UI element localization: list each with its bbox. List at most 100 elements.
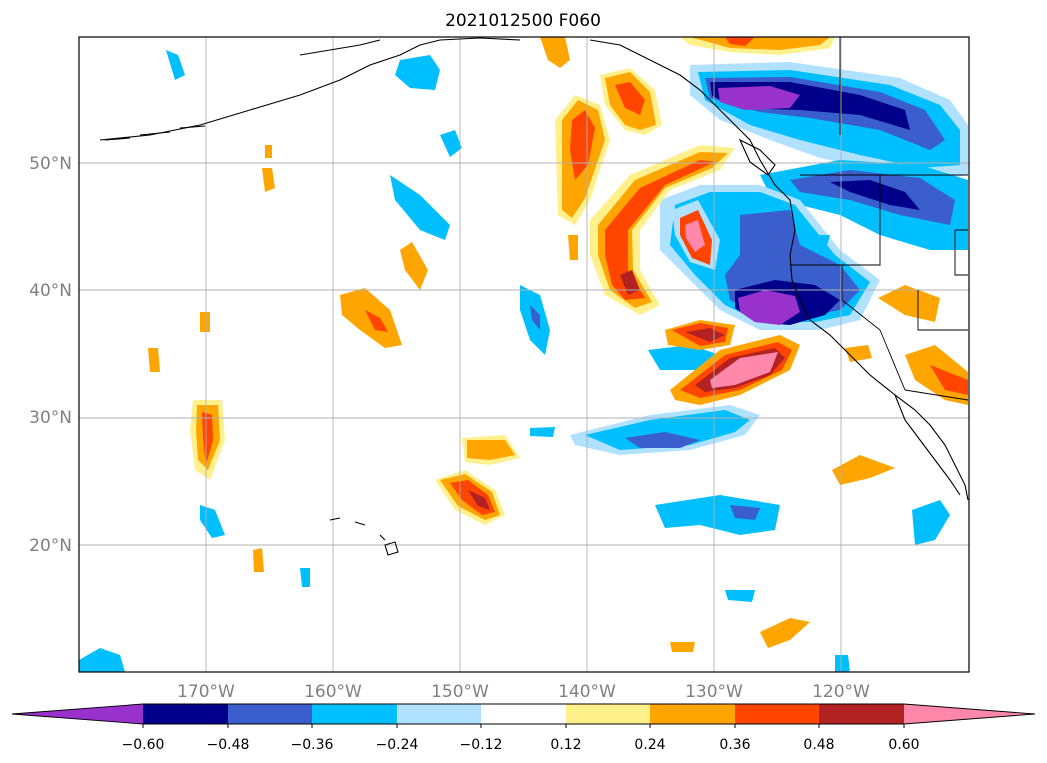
pos-anomaly-subtrop [253,548,264,572]
neg-anomaly-pnw [830,180,920,210]
pos-anomaly-subtrop [265,145,272,158]
pos-anomaly-subtrop [568,235,578,260]
lat-label: 50°N [29,154,72,174]
pos-anomaly-subtrop [468,490,490,510]
pos-anomaly-core [710,352,778,388]
pos-anomaly-subtrop [760,618,810,648]
pos-anomaly-subtrop [878,285,940,322]
lon-label: 170°W [177,682,235,702]
pos-anomaly-subtrop [930,365,968,395]
neg-anomaly-blob [79,648,125,672]
neg-anomaly-blob [440,130,462,157]
lon-label: 160°W [304,682,362,702]
neg-anomaly-blob [390,175,450,240]
colorbar-tick-label: 0.36 [719,737,750,753]
pos-anomaly-crescent [605,160,715,300]
pos-anomaly-subtrop [148,348,160,372]
coastline-alaska [299,39,381,56]
neg-anomaly-blob [166,50,185,80]
colorbar-segment [735,704,819,724]
colorbar-tick-label: 0.24 [634,737,665,753]
neg-anomaly-subtrop [585,410,750,450]
pos-anomaly-goa [540,37,570,68]
coastline-gulf-alaska [589,39,776,186]
neg-anomaly-bc [718,86,800,110]
neg-anomaly-blob [730,505,760,520]
lon-label: 150°W [431,682,489,702]
colorbar-labels: −0.60 −0.48 −0.36 −0.24 −0.12 0.12 0.24 … [122,737,920,753]
colorbar-tick-label: 0.48 [803,737,834,753]
colorbar-segment [397,704,481,724]
colorbar-segment [312,704,397,724]
pos-anomaly-goa [725,37,755,46]
colorbar-segment [143,704,228,724]
pos-anomaly-subtrop [262,168,275,192]
colorbar-extend-min [12,704,143,724]
lat-label: 40°N [29,281,72,301]
colorbar-tick-label: −0.60 [122,737,165,753]
lat-label: 20°N [29,536,72,556]
colorbar-tick-label: −0.48 [207,737,250,753]
neg-anomaly-blob [835,655,850,672]
colorbar-segment [819,704,904,724]
neg-anomaly-blob [395,55,440,90]
neg-anomaly-blob [815,235,830,252]
pos-anomaly-subtrop [670,642,695,652]
neg-anomaly-subtrop [625,432,700,448]
coastline-hawaii [329,517,399,556]
gridlines [79,37,969,672]
neg-anomaly-blob [912,500,950,545]
neg-anomaly-blob [655,495,780,535]
pos-anomaly-goa [690,37,830,50]
pos-anomaly-goa [615,82,645,115]
neg-anomaly-blob [530,305,540,330]
colorbar-segment [228,704,312,724]
contour-fills [79,37,968,672]
pos-anomaly-crescent [620,270,640,295]
pos-anomaly-subtrop [202,412,213,465]
colorbar-tick-label: 0.60 [888,737,919,753]
neg-anomaly-blob [725,590,755,602]
pos-anomaly-subtrop [845,345,872,362]
pos-anomaly-subtrop [832,455,895,485]
pos-anomaly-crescent [598,152,728,308]
lon-label: 120°W [812,682,870,702]
pos-anomaly-small [685,220,705,252]
border-states [790,175,881,266]
map-panel [79,37,969,672]
colorbar-tick-label: 0.12 [550,737,581,753]
colorbar [11,703,1036,728]
pos-anomaly-subtrop [365,310,388,332]
border-states [954,229,968,276]
neg-anomaly-ca [738,290,800,325]
colorbar-tick-label: −0.36 [291,737,334,753]
colorbar-segment [481,704,566,724]
lon-label: 130°W [685,682,743,702]
colorbar-segment [650,704,735,724]
map-frame [78,36,970,673]
border-states [917,290,968,331]
longitude-labels: 170°W 160°W 150°W 140°W 130°W 120°W [177,682,870,702]
borders [790,37,969,401]
neg-anomaly-blob [530,427,555,437]
pos-anomaly-subtrop [200,312,210,332]
pos-anomaly-goa [570,110,595,180]
colorbar-segment [566,704,650,724]
colorbar-extend-max [904,704,1035,724]
neg-anomaly-blob [300,568,310,587]
lat-label: 30°N [29,408,72,428]
coastline-west-us [774,184,969,501]
colorbar-tick-label: −0.24 [376,737,419,753]
latitude-labels: 50°N 40°N 30°N 20°N [29,154,72,556]
figure-title: 2021012500 F060 [445,11,601,31]
coastline-aleutians [104,125,206,141]
border-states [841,265,906,391]
colorbar-tick-label: −0.12 [460,737,503,753]
border-us-mexico [904,389,969,401]
pos-anomaly-subtrop [467,440,515,460]
coastline-vancouver-island [738,138,776,176]
neg-anomaly-blob [648,345,720,370]
pos-anomaly-subtrop [400,242,428,290]
pos-anomaly-core [685,328,725,342]
